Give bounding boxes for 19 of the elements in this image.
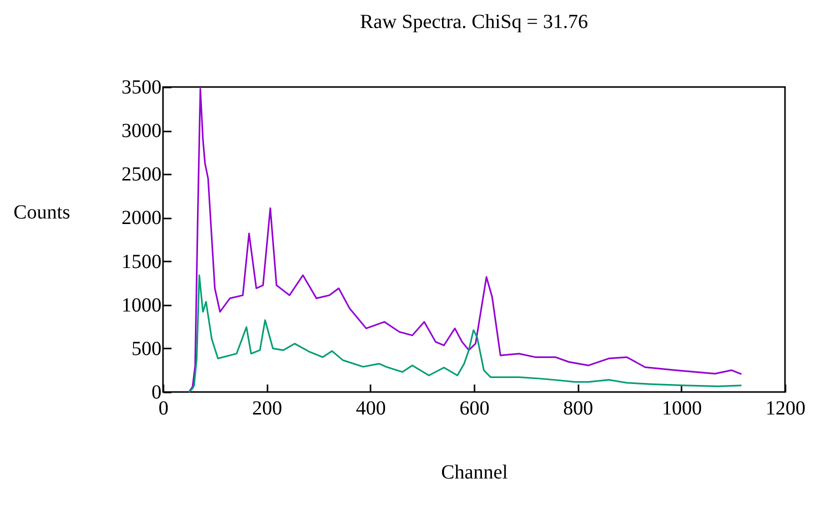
y-tick-label: 500 [132, 338, 162, 360]
y-tick-label: 2000 [122, 207, 162, 230]
y-tick-label: 3000 [122, 120, 162, 142]
x-axis-title: Channel [441, 462, 508, 484]
x-tick-label: 1200 [766, 398, 806, 420]
x-tick-label: 200 [252, 398, 282, 420]
line-series [188, 88, 742, 393]
y-tick-label: 1000 [122, 294, 162, 316]
chart-title: Raw Spectra. ChiSq = 31.76 [360, 11, 588, 33]
x-tick-label: 400 [356, 398, 386, 420]
y-tick-label: 2500 [122, 164, 162, 186]
x-tick-label: 800 [563, 398, 594, 420]
line-series [188, 274, 742, 393]
y-axis-title: Counts [14, 202, 70, 224]
x-tick-label: 600 [460, 398, 490, 420]
y-tick-label: 3500 [122, 76, 162, 98]
y-tick-label: 0 [152, 382, 162, 404]
x-tick-label: 1000 [662, 398, 702, 420]
y-tick-label: 1500 [122, 250, 162, 273]
